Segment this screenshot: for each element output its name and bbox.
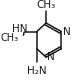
Text: N: N bbox=[63, 27, 70, 37]
Text: CH₃: CH₃ bbox=[1, 33, 19, 43]
Text: HN: HN bbox=[12, 24, 27, 34]
Text: CH₃: CH₃ bbox=[36, 0, 56, 10]
Text: H₂N: H₂N bbox=[27, 66, 47, 76]
Text: N: N bbox=[47, 52, 55, 62]
